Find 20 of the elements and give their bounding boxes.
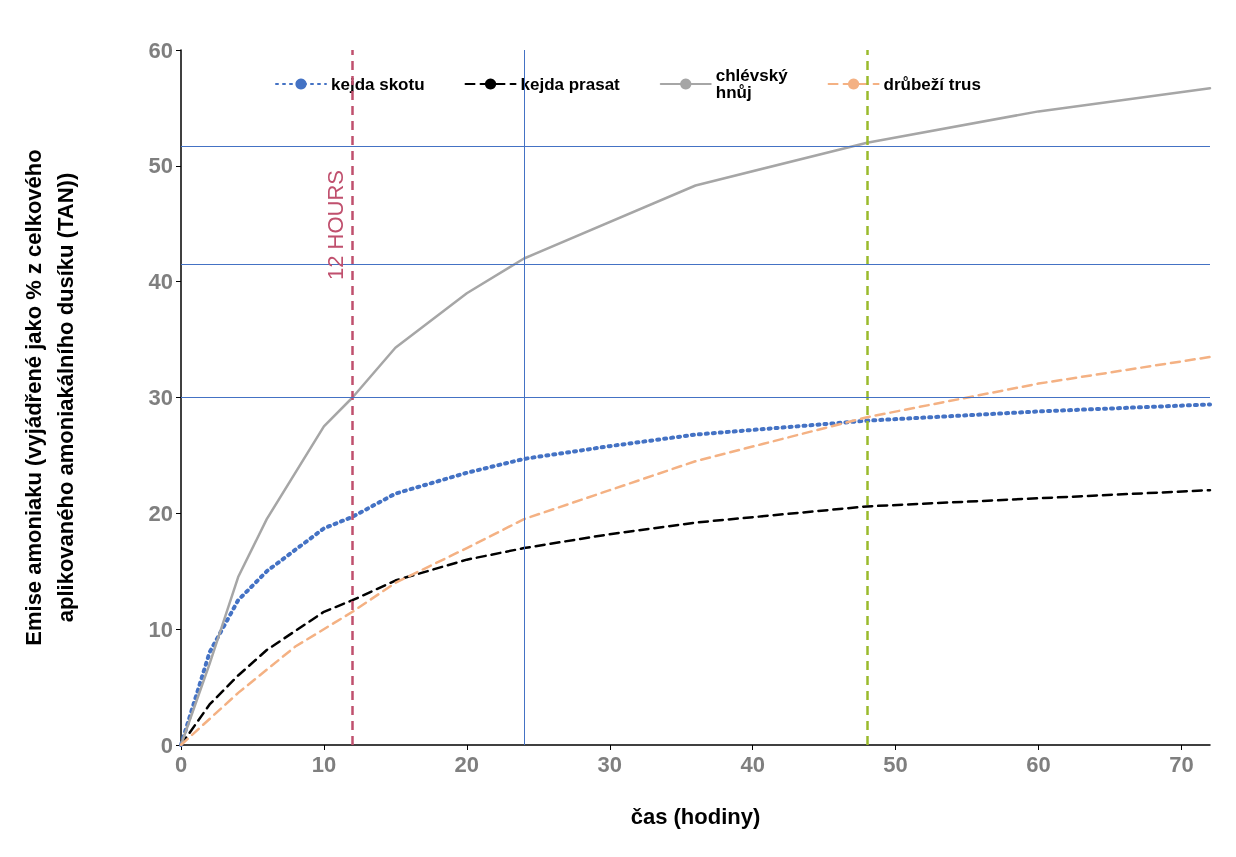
x-axis-title: čas (hodiny) bbox=[630, 803, 761, 829]
x-tick-label: 70 bbox=[1169, 751, 1194, 777]
y-tick-label: 50 bbox=[148, 153, 173, 179]
y-tick-label: 10 bbox=[148, 616, 173, 642]
x-tick-label: 10 bbox=[311, 751, 337, 777]
y-tick-label: 30 bbox=[148, 385, 173, 410]
ref-line-label: 12 HOURS bbox=[323, 170, 348, 281]
legend-label: drůbeží trus bbox=[883, 74, 981, 94]
legend-label: kejda skotu bbox=[331, 74, 425, 94]
x-tick-label: 20 bbox=[454, 751, 480, 777]
x-tick-label: 40 bbox=[740, 751, 765, 777]
y-tick-label: 20 bbox=[148, 500, 173, 526]
x-tick-label: 50 bbox=[883, 751, 908, 777]
y-tick-label: 60 bbox=[148, 37, 173, 63]
y-tick-label: 40 bbox=[148, 269, 173, 295]
y-tick-label: 0 bbox=[160, 732, 173, 758]
y-axis-title: Emise amoniaku (vyjádřené jako % z celkového aplikovaného amoniakálního dusíku (TAN)) bbox=[20, 149, 78, 646]
legend-label: chlévský hnůj bbox=[715, 66, 789, 102]
x-tick-label: 60 bbox=[1026, 751, 1051, 777]
x-tick-label: 30 bbox=[597, 751, 622, 777]
